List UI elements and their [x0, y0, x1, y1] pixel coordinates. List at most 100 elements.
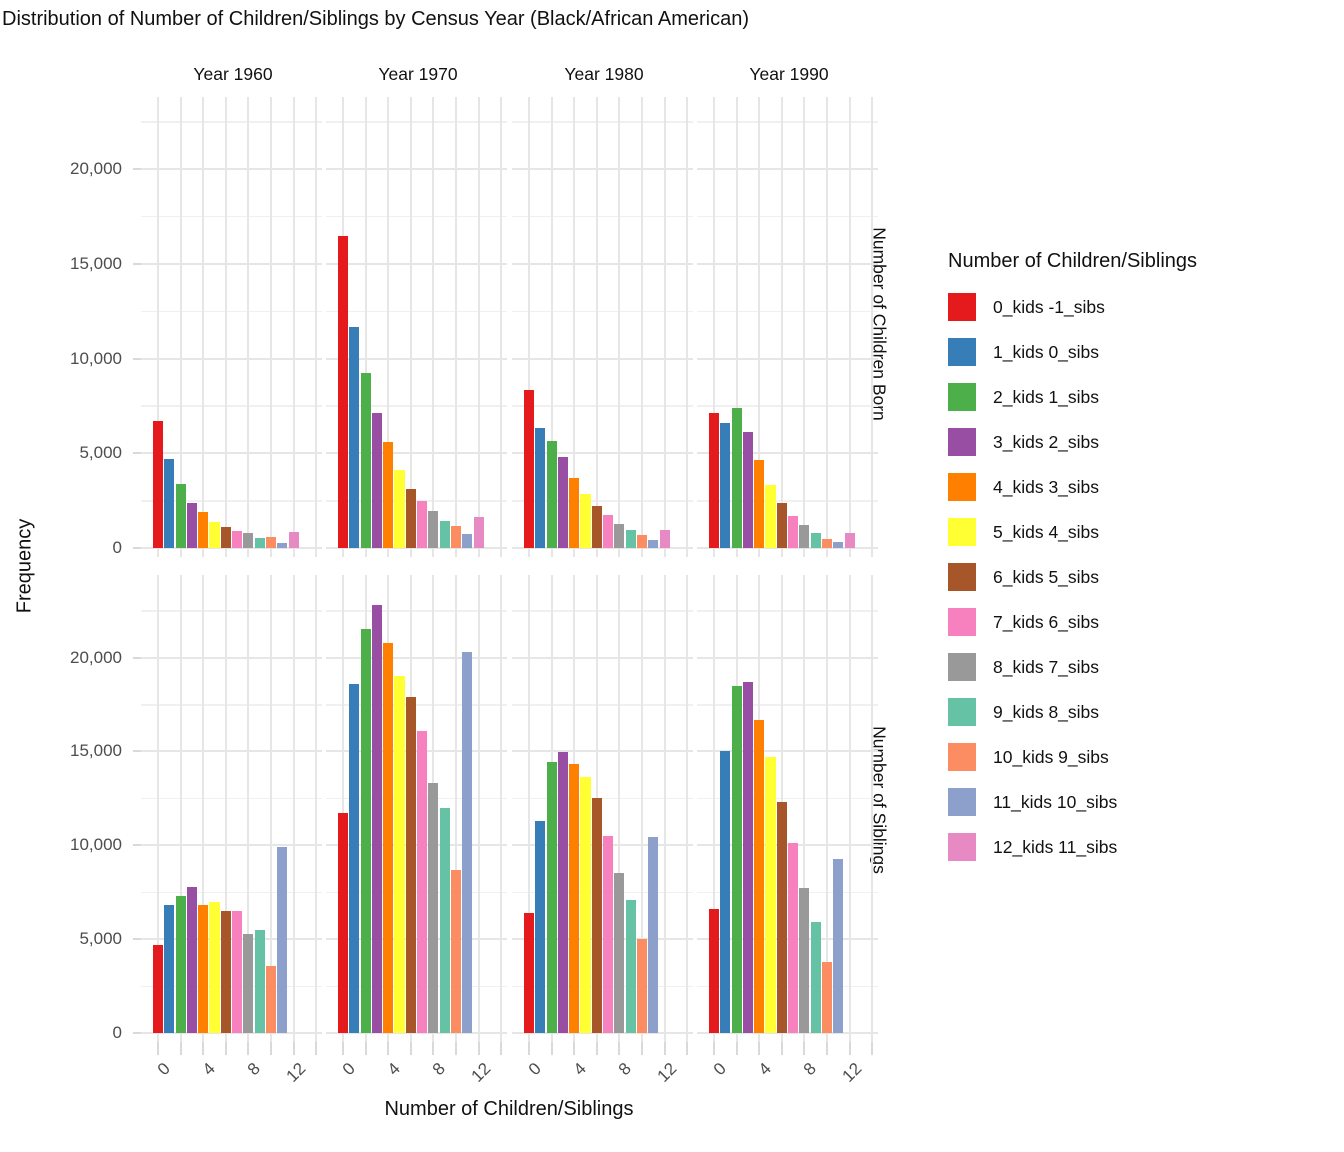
gridline-vertical [780, 97, 783, 557]
legend-swatch [948, 788, 976, 816]
gridline-vertical [500, 575, 503, 1042]
bar [164, 458, 175, 548]
facet-column-header: Year 1960 [193, 64, 273, 84]
gridline-minor-horizontal [326, 310, 507, 313]
gridline-major-horizontal [697, 656, 878, 659]
bar [277, 847, 288, 1033]
gridline-vertical [528, 97, 530, 557]
x-tick-label: 8 [428, 1059, 449, 1080]
gridline-vertical [528, 575, 530, 1042]
gridline-vertical [364, 97, 367, 557]
bar [844, 532, 855, 548]
gridline-minor-horizontal [141, 797, 322, 800]
bar [198, 512, 209, 548]
gridline-major-horizontal [326, 547, 507, 549]
bar [360, 629, 371, 1033]
legend-label: 7_kids 6_sibs [993, 612, 1100, 632]
bar [742, 682, 753, 1033]
bar [821, 961, 833, 1033]
gridline-major-horizontal [326, 262, 507, 265]
bar [265, 537, 277, 548]
gridline-minor-horizontal [141, 215, 322, 218]
y-tick-label: 5,000 [79, 929, 122, 949]
gridline-major-horizontal [326, 452, 507, 455]
legend-entry: 4_kids 3_sibs [948, 473, 1197, 501]
bar [557, 752, 568, 1033]
gridline-vertical [179, 575, 182, 1042]
y-tick-label: 0 [112, 1023, 122, 1042]
bar [799, 525, 810, 548]
gridline-major-horizontal [141, 262, 322, 265]
legend-label: 2_kids 1_sibs [993, 387, 1100, 407]
facet-column-header: Year 1970 [378, 64, 458, 84]
bar [152, 421, 164, 548]
gridline-minor-horizontal [326, 121, 507, 123]
gridline-major-horizontal [697, 357, 878, 360]
gridline-minor-horizontal [141, 405, 322, 407]
panel-year-1970-row0 [326, 97, 507, 557]
bar [394, 676, 405, 1033]
bar [776, 502, 787, 548]
gridline-major-horizontal [512, 750, 693, 753]
gridline-minor-horizontal [141, 310, 322, 313]
y-tick-label: 5,000 [79, 443, 122, 463]
legend-swatch [948, 698, 976, 726]
gridline-vertical [202, 97, 205, 557]
x-tick-label: 0 [524, 1059, 545, 1080]
bar [546, 440, 557, 548]
gridline-minor-horizontal [697, 500, 878, 502]
bar [742, 432, 753, 548]
legend-entry: 0_kids -1_sibs [948, 293, 1197, 321]
bar [603, 835, 614, 1033]
gridline-major-horizontal [326, 1032, 507, 1034]
bar [591, 506, 602, 548]
gridline-minor-horizontal [326, 215, 507, 218]
bar [720, 422, 731, 548]
facet-column-header: Year 1990 [749, 64, 829, 84]
bar [232, 530, 243, 548]
bar [473, 516, 484, 548]
bar [337, 236, 349, 548]
gridline-major-horizontal [697, 547, 878, 549]
x-tick-label: 12 [282, 1059, 310, 1086]
bar [209, 901, 220, 1033]
gridline-minor-horizontal [326, 891, 507, 894]
gridline-minor-horizontal [326, 704, 507, 706]
gridline-vertical [641, 97, 643, 557]
y-tick-label: 10,000 [70, 835, 122, 855]
bar [220, 527, 231, 548]
gridline-minor-horizontal [697, 405, 878, 407]
gridline-major-horizontal [326, 656, 507, 659]
x-axis-tick [595, 1042, 598, 1055]
bar [254, 537, 265, 548]
bar [277, 542, 288, 548]
gridline-vertical [871, 575, 874, 1042]
bar [232, 911, 243, 1033]
panel-year-1960-row0 [141, 97, 322, 557]
bar [776, 802, 787, 1033]
panel-year-1990-row1 [697, 575, 878, 1042]
bar [394, 470, 405, 548]
gridline-major-horizontal [697, 750, 878, 753]
legend-entries: 0_kids -1_sibs 1_kids 0_sibs 2_kids 1_sibs… [948, 293, 1197, 861]
chart-title: Distribution of Number of Children/Sibli… [2, 8, 750, 30]
bar [810, 532, 821, 548]
bar [765, 757, 776, 1033]
gridline-major-horizontal [141, 1032, 322, 1034]
x-axis-tick [455, 1042, 457, 1055]
gridline-major-horizontal [697, 452, 878, 455]
x-axis-tick [202, 1042, 205, 1055]
bar [337, 813, 349, 1033]
gridline-vertical [247, 575, 250, 1042]
gridline-minor-horizontal [326, 610, 507, 612]
gridline-vertical [826, 575, 828, 1042]
x-axis-tick [387, 1042, 390, 1055]
gridline-minor-horizontal [697, 797, 878, 800]
bar [546, 761, 557, 1033]
gridline-major-horizontal [512, 168, 693, 171]
panel-year-1960-row1 [141, 575, 322, 1042]
bar [765, 485, 776, 548]
y-tick-label: 20,000 [70, 647, 122, 667]
gridline-vertical [477, 575, 480, 1042]
gridline-minor-horizontal [512, 121, 693, 123]
